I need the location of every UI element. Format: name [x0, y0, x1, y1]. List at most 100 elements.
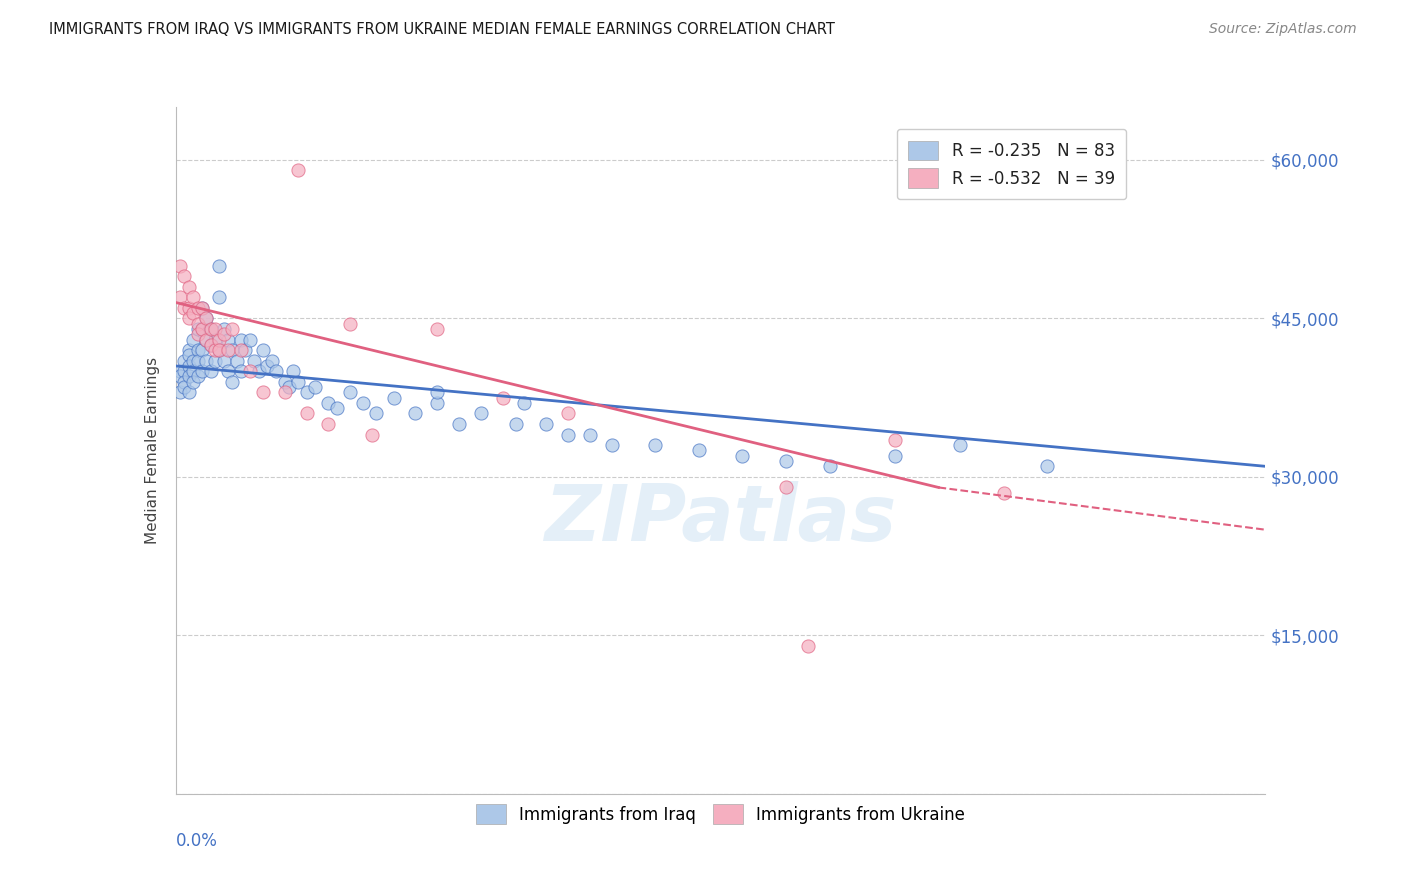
Point [600, 438, 623, 452]
Point [191, 322, 214, 336]
Point [534, 417, 557, 431]
Point [204, 322, 226, 336]
Point [191, 322, 214, 336]
Legend: Immigrants from Iraq, Immigrants from Ukraine: Immigrants from Iraq, Immigrants from Uk… [465, 795, 976, 834]
Point [274, 385, 297, 400]
Point [195, 333, 218, 347]
Point [264, 364, 287, 378]
Point [186, 317, 209, 331]
Point [239, 364, 262, 378]
Point [191, 301, 214, 315]
Point [304, 380, 326, 394]
Point [339, 385, 361, 400]
Point [505, 417, 527, 431]
Point [949, 438, 972, 452]
Point [225, 353, 247, 368]
Point [169, 385, 191, 400]
Point [775, 454, 797, 468]
Text: ZIPatlas: ZIPatlas [544, 481, 897, 558]
Point [884, 433, 907, 447]
Point [252, 385, 274, 400]
Point [191, 301, 214, 315]
Point [318, 417, 340, 431]
Point [644, 438, 666, 452]
Point [243, 353, 266, 368]
Point [217, 333, 239, 347]
Point [360, 427, 382, 442]
Point [186, 343, 209, 357]
Point [557, 427, 579, 442]
Point [204, 333, 226, 347]
Point [208, 343, 231, 357]
Point [1036, 459, 1059, 474]
Point [177, 369, 200, 384]
Point [256, 359, 278, 373]
Point [181, 290, 204, 304]
Point [195, 353, 218, 368]
Point [426, 385, 449, 400]
Point [177, 385, 200, 400]
Point [169, 364, 191, 378]
Point [352, 396, 374, 410]
Point [287, 163, 309, 178]
Point [195, 311, 218, 326]
Point [186, 353, 209, 368]
Point [231, 343, 253, 357]
Point [775, 480, 797, 494]
Point [318, 396, 340, 410]
Point [181, 364, 204, 378]
Point [884, 449, 907, 463]
Point [295, 385, 318, 400]
Point [186, 327, 209, 342]
Point [181, 306, 204, 320]
Point [177, 343, 200, 357]
Point [382, 391, 405, 405]
Point [177, 348, 200, 362]
Text: Source: ZipAtlas.com: Source: ZipAtlas.com [1209, 22, 1357, 37]
Point [239, 333, 262, 347]
Point [173, 380, 195, 394]
Point [195, 311, 218, 326]
Point [208, 290, 231, 304]
Point [186, 369, 209, 384]
Text: 0.0%: 0.0% [176, 831, 218, 850]
Point [235, 343, 257, 357]
Point [173, 269, 195, 284]
Point [173, 364, 195, 378]
Point [173, 301, 195, 315]
Point [212, 353, 235, 368]
Point [169, 259, 191, 273]
Y-axis label: Median Female Earnings: Median Female Earnings [145, 357, 160, 544]
Point [287, 375, 309, 389]
Point [217, 364, 239, 378]
Point [186, 322, 209, 336]
Point [326, 401, 349, 416]
Point [731, 449, 754, 463]
Point [295, 407, 318, 421]
Point [221, 322, 243, 336]
Point [177, 301, 200, 315]
Point [405, 407, 427, 421]
Point [366, 407, 388, 421]
Point [274, 375, 297, 389]
Point [191, 343, 214, 357]
Point [247, 364, 270, 378]
Point [283, 364, 305, 378]
Point [426, 396, 449, 410]
Point [212, 322, 235, 336]
Point [688, 443, 710, 458]
Point [181, 375, 204, 389]
Point [177, 279, 200, 293]
Point [796, 639, 818, 653]
Text: IMMIGRANTS FROM IRAQ VS IMMIGRANTS FROM UKRAINE MEDIAN FEMALE EARNINGS CORRELATI: IMMIGRANTS FROM IRAQ VS IMMIGRANTS FROM … [49, 22, 835, 37]
Point [200, 338, 222, 352]
Point [260, 353, 283, 368]
Point [447, 417, 470, 431]
Point [173, 375, 195, 389]
Point [339, 317, 361, 331]
Point [204, 343, 226, 357]
Point [181, 333, 204, 347]
Point [579, 427, 602, 442]
Point [181, 353, 204, 368]
Point [169, 369, 191, 384]
